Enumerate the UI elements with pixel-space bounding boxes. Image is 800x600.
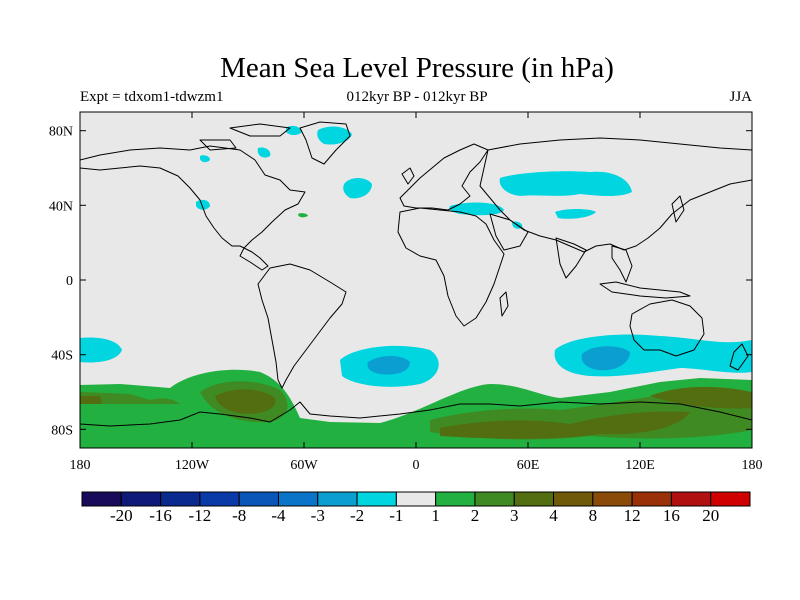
colorbar-label: 2 xyxy=(470,506,480,525)
lat-tick-marks xyxy=(80,130,752,430)
colorbar-label: -2 xyxy=(349,506,365,525)
colorbar-swatch xyxy=(592,491,633,507)
coastline-europe xyxy=(399,143,489,211)
colorbar-label: -1 xyxy=(389,506,404,525)
lon-tick-labels: 180 120W 60W 0 60E 120E 180 xyxy=(70,458,763,473)
colorbar-swatch xyxy=(356,491,397,507)
lon-tick-label: 180 xyxy=(742,458,763,473)
colorbar-swatch xyxy=(474,491,515,507)
lat-tick-label: 0 xyxy=(66,274,73,289)
lon-tick-marks xyxy=(191,112,641,448)
colorbar-swatch xyxy=(435,491,476,507)
coastline-madagascar xyxy=(499,291,509,317)
colorbar-swatch xyxy=(238,491,279,507)
coastline-indonesia xyxy=(599,281,691,299)
coastline-greenland xyxy=(299,121,351,165)
period-label: 012kyr BP - 012kyr BP xyxy=(346,89,488,105)
colorbar-swatch xyxy=(710,491,751,507)
coastline-africa xyxy=(397,207,505,327)
lon-tick-label: 0 xyxy=(413,458,420,473)
coastline-arabia xyxy=(489,213,529,251)
anomaly-region-cyan xyxy=(200,155,210,163)
lat-tick-label: 80S xyxy=(51,423,73,438)
coastline-new-zealand xyxy=(729,343,749,371)
coastline-arctic-islands xyxy=(199,123,291,151)
colorbar-label: -20 xyxy=(109,506,133,525)
colorbar-label: -4 xyxy=(271,506,286,525)
anomaly-region-olive xyxy=(215,389,276,414)
coastlines xyxy=(80,121,752,427)
lon-tick-label: 60E xyxy=(517,458,540,473)
colorbar-label: -8 xyxy=(232,506,247,525)
colorbar-swatch xyxy=(553,491,594,507)
coastline-southeast-asia xyxy=(611,245,633,283)
anomaly-region-olive xyxy=(440,411,690,439)
anomaly-region-cyan xyxy=(80,337,122,363)
colorbar-label: 8 xyxy=(588,506,598,525)
map-title: Mean Sea Level Pressure (in hPa) xyxy=(220,52,614,84)
anomaly-region-cyan xyxy=(317,126,352,145)
colorbar-swatch xyxy=(81,491,122,507)
lat-tick-label: 80N xyxy=(49,125,73,140)
colorbar-label: 12 xyxy=(623,506,641,525)
coastline-north-america xyxy=(80,145,306,271)
lon-tick-label: 120W xyxy=(175,458,210,473)
coastline-japan xyxy=(671,195,685,223)
colorbar-label: 20 xyxy=(702,506,720,525)
coastline-australia xyxy=(629,299,705,357)
lat-tick-label: 40N xyxy=(49,199,73,214)
season-label: JJA xyxy=(729,89,752,105)
coastline-antarctica xyxy=(80,401,752,427)
anomaly-region-olive xyxy=(650,386,752,409)
colorbar-label: 3 xyxy=(509,506,519,525)
lat-tick-label: 40S xyxy=(51,349,73,364)
anomaly-region-green xyxy=(298,213,308,218)
coastline-british-isles xyxy=(401,167,415,185)
colorbar-swatch xyxy=(199,491,240,507)
lon-tick-label: 180 xyxy=(70,458,91,473)
anomaly-region-darkgreen xyxy=(80,392,180,404)
colorbar-label: 16 xyxy=(662,506,680,525)
lat-tick-labels: 80N 40N 0 40S 80S xyxy=(49,125,73,439)
colorbar-swatch xyxy=(631,491,672,507)
experiment-label: Expt = tdxom1-tdwzm1 xyxy=(80,89,224,105)
colorbar-swatch xyxy=(120,491,162,507)
colorbar-swatch xyxy=(670,491,712,507)
colorbar-swatch xyxy=(317,491,358,507)
anomaly-region-olive xyxy=(80,396,102,404)
anomaly-region-cyan xyxy=(499,171,632,196)
colorbar-swatch xyxy=(277,491,319,507)
anomaly-region-cyan xyxy=(257,147,271,158)
anomaly-region-blue xyxy=(367,356,410,375)
anomaly-region-cyan xyxy=(555,209,596,219)
colorbar xyxy=(81,491,751,507)
colorbar-label: -3 xyxy=(310,506,325,525)
colorbar-label: 4 xyxy=(549,506,558,525)
lon-tick-label: 120E xyxy=(625,458,655,473)
colorbar-label: -16 xyxy=(149,506,172,525)
map-plot-area xyxy=(80,112,752,448)
colorbar-label: 1 xyxy=(431,506,440,525)
coastline-india xyxy=(555,237,587,279)
coastline-south-america xyxy=(257,263,347,389)
colorbar-swatch xyxy=(513,491,555,507)
colorbar-swatch xyxy=(160,491,201,507)
lon-tick-label: 60W xyxy=(290,458,318,473)
anomaly-region-blue xyxy=(581,346,630,371)
colorbar-label: -12 xyxy=(188,506,212,525)
anomaly-region-cyan xyxy=(196,199,210,210)
colorbar-swatch xyxy=(395,491,437,507)
anomaly-region-cyan xyxy=(343,178,372,199)
anomaly-region-cyan xyxy=(449,202,504,216)
